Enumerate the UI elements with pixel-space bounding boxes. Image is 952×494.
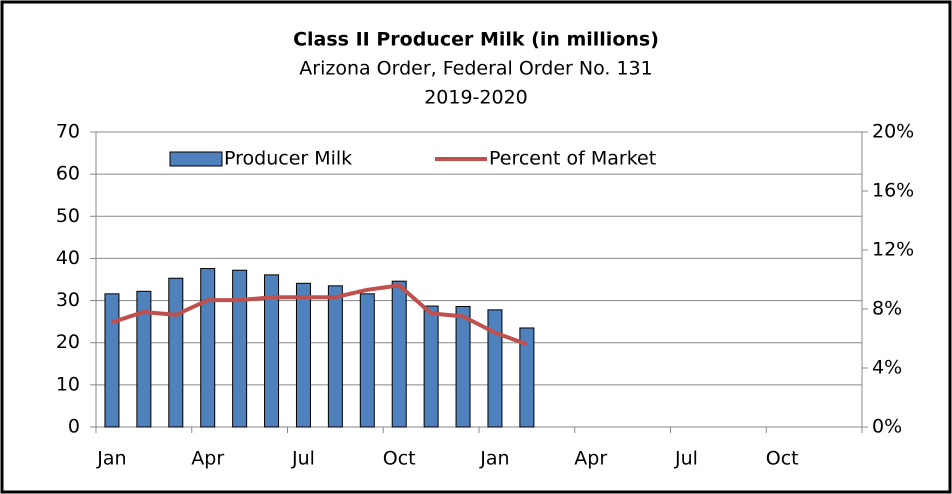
bar xyxy=(136,290,152,428)
bar xyxy=(519,327,535,428)
y2-tick-label: 8% xyxy=(872,298,902,320)
line xyxy=(111,283,528,347)
legend-label: Percent of Market xyxy=(489,148,656,170)
legend-swatch xyxy=(169,151,223,167)
chart-subtitle: 2019-2020 xyxy=(424,87,528,109)
y-tick-label: 50 xyxy=(56,205,80,227)
y2-tick-label: 0% xyxy=(872,416,902,438)
y-tick-label: 10 xyxy=(56,373,80,395)
x-tick-label: Apr xyxy=(191,448,224,470)
bar xyxy=(455,305,471,428)
y2-tick-label: 16% xyxy=(872,180,914,202)
x-tick-label: Apr xyxy=(574,448,607,470)
x-tick-label: Jul xyxy=(674,448,698,470)
bar xyxy=(359,293,375,428)
bar xyxy=(264,274,280,428)
bar xyxy=(168,277,184,428)
y-tick-label: 60 xyxy=(56,163,80,185)
legend-label: Producer Milk xyxy=(224,148,352,170)
x-tick-label: Jan xyxy=(479,448,509,470)
bar xyxy=(487,309,503,428)
bar xyxy=(200,268,216,428)
chart-subtitle: Arizona Order, Federal Order No. 131 xyxy=(299,58,652,80)
bar xyxy=(423,305,439,428)
chart-title: Class II Producer Milk (in millions) xyxy=(293,29,659,51)
x-tick-label: Jul xyxy=(291,448,315,470)
x-tick-label: Oct xyxy=(766,448,799,470)
bar xyxy=(391,280,407,428)
y-tick-label: 40 xyxy=(56,247,80,269)
bar xyxy=(327,285,343,428)
y-tick-label: 30 xyxy=(56,289,80,311)
y-tick-label: 20 xyxy=(56,331,80,353)
y-tick-label: 0 xyxy=(68,416,80,438)
bar xyxy=(104,293,120,428)
y2-tick-label: 20% xyxy=(872,121,914,143)
x-tick-label: Oct xyxy=(383,448,416,470)
y2-tick-label: 4% xyxy=(872,357,902,379)
y2-tick-label: 12% xyxy=(872,239,914,261)
bar xyxy=(232,269,248,428)
y-tick-label: 70 xyxy=(56,121,80,143)
bar xyxy=(295,282,311,428)
x-tick-label: Jan xyxy=(96,448,126,470)
